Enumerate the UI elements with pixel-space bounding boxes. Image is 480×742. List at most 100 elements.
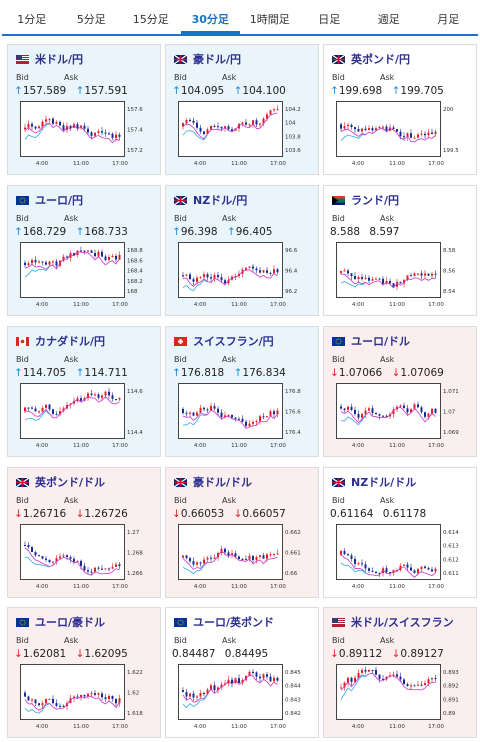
card-title[interactable]: 豪ドル/ドル <box>174 475 252 489</box>
chart-container[interactable]: 200 199.5 4:00 11:00 17:00 <box>336 101 476 169</box>
chart-container[interactable]: 0.893 0.892 0.891 0.89 4:00 11:00 17:00 <box>336 664 476 732</box>
rate-card[interactable]: 豪ドル/円 Bid Ask ↑104.095 ↑104.100 104.2 104 1… <box>165 44 319 175</box>
candle-body <box>73 558 75 562</box>
chart-container[interactable]: 0.845 0.844 0.843 0.842 4:00 11:00 17:00 <box>178 664 318 732</box>
candle-body <box>340 551 342 556</box>
x-tick-label: 17:00 <box>428 443 444 449</box>
chart-container[interactable]: 1.071 1.07 1.069 4:00 11:00 17:00 <box>336 383 476 451</box>
y-tick-label: 96.4 <box>285 269 298 275</box>
pair-name[interactable]: カナダドル/円 <box>35 335 106 348</box>
card-title[interactable]: 豪ドル/円 <box>174 52 241 66</box>
card-title[interactable]: NZドル/円 <box>174 193 247 207</box>
bid-ask-labels: Bid Ask <box>16 355 112 364</box>
chart-container[interactable]: 104.2 104 103.8 103.6 4:00 11:00 17:00 <box>178 101 318 169</box>
card-title[interactable]: カナダドル/円 <box>16 334 105 348</box>
x-tick-label: 4:00 <box>352 443 365 449</box>
pair-name[interactable]: 米ドル/スイスフラン <box>351 616 454 629</box>
tab-1[interactable]: 5分足 <box>76 13 106 26</box>
rate-card[interactable]: 英ポンド/円 Bid Ask ↑199.698 ↑199.705 200 199.5… <box>323 44 477 175</box>
pair-name[interactable]: 英ポンド/ドル <box>35 476 106 489</box>
candle-body <box>375 571 377 573</box>
card-title[interactable]: スイスフラン/円 <box>174 334 274 348</box>
candle-body <box>189 119 191 121</box>
candle-body <box>431 273 433 276</box>
pair-name[interactable]: 豪ドル/ドル <box>193 476 253 489</box>
candle-body <box>192 120 195 123</box>
card-title[interactable]: ユーロ/英ポンド <box>174 615 274 629</box>
pair-name[interactable]: 豪ドル/円 <box>193 53 242 66</box>
chart-container[interactable]: 1.27 1.268 1.266 4:00 11:00 17:00 <box>20 524 160 592</box>
pair-name[interactable]: ランド/円 <box>351 194 400 207</box>
chart-container[interactable]: 168.8 168.6 168.4 168.2 168 4:00 11:00 17:00 <box>20 242 160 310</box>
candle-body <box>378 278 381 280</box>
chart-container[interactable]: 1.622 1.62 1.618 4:00 11:00 17:00 <box>20 664 160 732</box>
chart-container[interactable]: 0.662 0.661 0.66 4:00 11:00 17:00 <box>178 524 318 592</box>
pair-name[interactable]: ユーロ/英ポンド <box>193 616 275 629</box>
candle-body <box>196 277 198 282</box>
card-title[interactable]: ユーロ/円 <box>16 193 83 207</box>
tab-5[interactable]: 日足 <box>318 13 341 26</box>
card-title[interactable]: 英ポンド/ドル <box>16 475 105 489</box>
pair-name[interactable]: ユーロ/豪ドル <box>35 616 106 629</box>
rate-card[interactable]: 米ドル/スイスフラン Bid Ask ↓0.89112 ↓0.89127 0.89… <box>323 607 477 738</box>
tab-4[interactable]: 1時間足 <box>249 13 290 26</box>
rate-card[interactable]: NZドル/円 Bid Ask ↑96.398 ↑96.405 96.6 96.4 96… <box>165 185 319 316</box>
chart-container[interactable]: 96.6 96.4 96.2 4:00 11:00 17:00 <box>178 242 318 310</box>
price-chart: 114.6 114.4 4:00 11:00 17:00 <box>20 383 143 449</box>
candle-body <box>361 563 363 565</box>
card-title[interactable]: ランド/円 <box>332 193 399 207</box>
chart-container[interactable]: 157.6 157.4 157.2 4:00 11:00 17:00 <box>20 101 160 169</box>
tab-2[interactable]: 15分足 <box>132 13 169 26</box>
candle-body <box>364 670 367 672</box>
pair-name[interactable]: 米ドル/円 <box>35 53 84 66</box>
pair-name[interactable]: ユーロ/ドル <box>351 335 411 348</box>
rate-card[interactable]: NZドル/ドル Bid Ask 0.61164 0.61178 0.614 0.61… <box>323 467 477 598</box>
rate-card[interactable]: ユーロ/英ポンド Bid Ask 0.84487 0.84495 0.845 0.8… <box>165 607 319 738</box>
chart-container[interactable]: 0.614 0.613 0.612 0.611 4:00 11:00 17:00 <box>336 524 476 592</box>
price-chart: 157.6 157.4 157.2 4:00 11:00 17:00 <box>20 101 143 167</box>
price-chart: 0.893 0.892 0.891 0.89 4:00 11:00 17:00 <box>336 664 459 730</box>
ask-label: Ask <box>222 73 237 82</box>
candle-body <box>45 404 47 408</box>
pair-name[interactable]: NZドル/円 <box>193 194 248 207</box>
y-tick-label: 0.893 <box>443 670 459 676</box>
card-title[interactable]: ユーロ/豪ドル <box>16 615 105 629</box>
tab-3[interactable]: 30分足 <box>180 6 240 34</box>
card-title[interactable]: ユーロ/ドル <box>332 334 410 348</box>
card-title[interactable]: NZドル/ドル <box>332 475 416 489</box>
chart-container[interactable]: 176.8 176.6 176.4 4:00 11:00 17:00 <box>178 383 318 451</box>
candle-body <box>83 125 86 129</box>
price-chart: 0.614 0.613 0.612 0.611 4:00 11:00 17:00 <box>336 524 459 590</box>
rate-card[interactable]: 米ドル/円 Bid Ask ↑157.589 ↑157.591 157.6 157.… <box>7 44 161 175</box>
pair-name[interactable]: NZドル/ドル <box>351 476 417 489</box>
tab-7[interactable]: 月足 <box>437 13 460 26</box>
card-title[interactable]: 米ドル/スイスフラン <box>332 615 454 629</box>
candle-body <box>220 684 223 688</box>
rate-card[interactable]: 英ポンド/ドル Bid Ask ↓1.26716 ↓1.26726 1.27 1.2… <box>7 467 161 598</box>
chart-container[interactable]: 114.6 114.4 4:00 11:00 17:00 <box>20 383 160 451</box>
pair-name[interactable]: スイスフラン/円 <box>193 335 274 348</box>
y-tick-label: 0.612 <box>443 557 459 563</box>
candle-body <box>276 410 279 415</box>
rate-card[interactable]: ランド/円 Bid Ask 8.588 8.597 8.58 8.56 8.54 4:0… <box>323 185 477 316</box>
candle-body <box>118 134 121 137</box>
rate-card[interactable]: ユーロ/円 Bid Ask ↑168.729 ↑168.733 168.8 168.… <box>7 185 161 316</box>
tab-0[interactable]: 1分足 <box>17 13 47 26</box>
rate-card[interactable]: ユーロ/ドル Bid Ask ↓1.07066 ↓1.07069 1.071 1.0… <box>323 326 477 457</box>
rate-card[interactable]: 豪ドル/ドル Bid Ask ↓0.66053 ↓0.66057 0.662 0.6… <box>165 467 319 598</box>
tab-6[interactable]: 週足 <box>377 13 400 26</box>
rate-card[interactable]: スイスフラン/円 Bid Ask ↑176.818 ↑176.834 176.8 1… <box>165 326 319 457</box>
y-tick-label: 0.613 <box>443 544 459 550</box>
candle-body <box>48 559 51 563</box>
pair-name[interactable]: ユーロ/円 <box>35 194 84 207</box>
ma-line-b <box>182 130 208 141</box>
rate-card[interactable]: カナダドル/円 Bid Ask ↑114.705 ↑114.711 114.6 11… <box>7 326 161 457</box>
rate-card[interactable]: ユーロ/豪ドル Bid Ask ↓1.62081 ↓1.62095 1.622 1.… <box>7 607 161 738</box>
card-title[interactable]: 英ポンド/円 <box>332 52 410 66</box>
pair-name[interactable]: 英ポンド/円 <box>351 53 411 66</box>
chart-container[interactable]: 8.58 8.56 8.54 4:00 11:00 17:00 <box>336 242 476 310</box>
candle-body <box>41 261 44 263</box>
card-title[interactable]: 米ドル/円 <box>16 52 83 66</box>
bid-label: Bid <box>174 214 187 223</box>
candle-body <box>41 703 44 706</box>
